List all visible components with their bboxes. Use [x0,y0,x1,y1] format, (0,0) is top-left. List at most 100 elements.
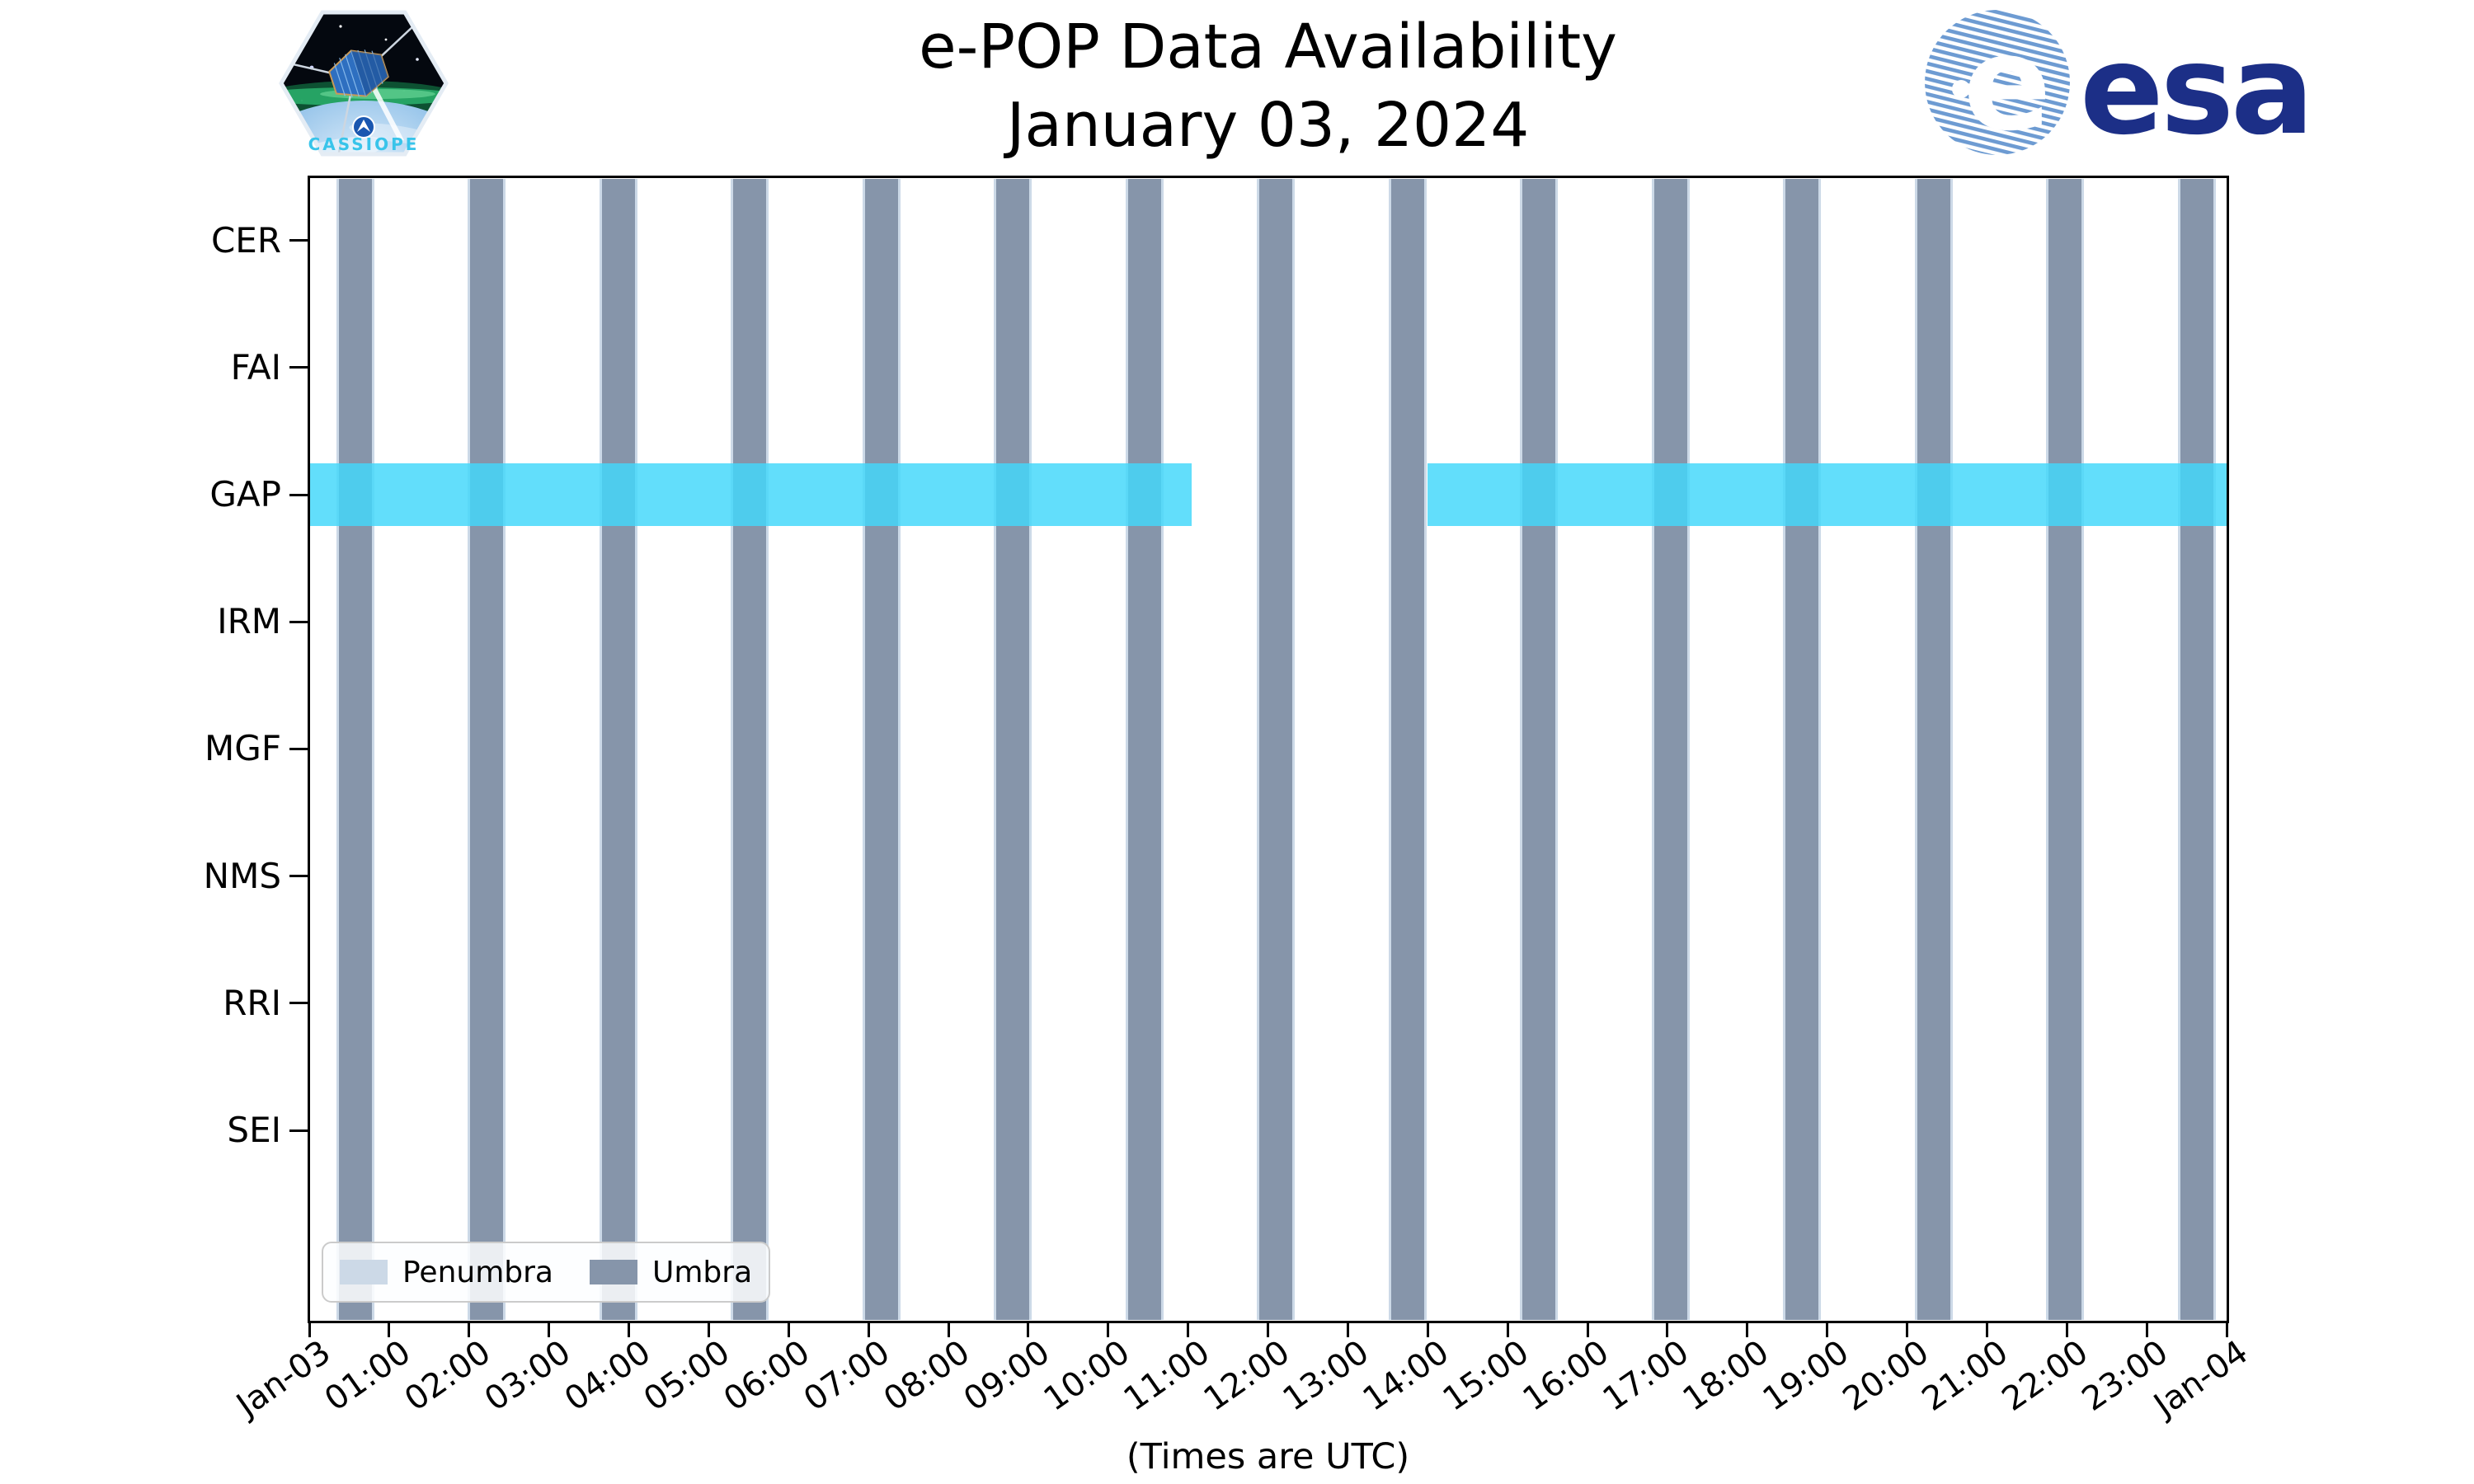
x-tick-label: 07:00 [797,1333,897,1419]
x-tick-label: 17:00 [1596,1333,1696,1419]
x-tick [1426,1322,1429,1337]
availability-bar-gap [1427,463,2227,526]
umbra-bar [1127,179,1161,1320]
chart-title-line1: e-POP Data Availability [919,12,1617,82]
legend-label-penumbra: Penumbra [402,1255,553,1289]
umbra-bar [864,179,898,1320]
esa-wordmark: esa [2080,19,2311,162]
x-tick-label: 11:00 [1117,1333,1217,1419]
legend-label-umbra: Umbra [652,1255,753,1289]
cassiope-mission-patch: CASSIOPE [279,10,449,157]
x-tick [1027,1322,1030,1337]
x-tick-label: 09:00 [957,1333,1057,1419]
legend-item-umbra: Umbra [590,1256,752,1289]
y-tick-label-rri: RRI [223,982,281,1023]
x-tick-label: 21:00 [1915,1333,2015,1419]
legend-item-penumbra: Penumbra [340,1256,553,1289]
umbra-bar [1259,179,1293,1320]
x-tick [2225,1322,2228,1337]
x-tick [468,1322,471,1337]
x-tick [2145,1322,2148,1337]
y-tick [289,366,309,369]
y-tick-label-cer: CER [210,219,281,261]
x-tick-label: 10:00 [1037,1333,1137,1419]
y-tick-label-nms: NMS [203,855,281,896]
x-tick-label: 06:00 [717,1333,817,1419]
x-tick [1746,1322,1749,1337]
x-tick [1187,1322,1190,1337]
x-tick-label: 03:00 [477,1333,578,1419]
x-tick-label: 22:00 [1995,1333,2095,1419]
umbra-swatch [590,1260,637,1284]
x-tick [308,1322,311,1337]
y-tick [289,1129,309,1132]
x-tick-label: 01:00 [317,1333,418,1419]
x-tick [628,1322,630,1337]
x-tick [2065,1322,2068,1337]
umbra-bar [1390,179,1424,1320]
x-tick-label: Jan-04 [2147,1333,2255,1425]
x-tick [388,1322,391,1337]
x-tick [1906,1322,1908,1337]
y-tick [289,747,309,750]
x-tick [1506,1322,1509,1337]
umbra-bar [1653,179,1687,1320]
x-axis-label: (Times are UTC) [1126,1436,1410,1477]
x-tick-label: 18:00 [1676,1333,1776,1419]
y-tick-label-gap: GAP [209,474,281,514]
y-tick-label-irm: IRM [217,601,281,642]
x-tick-label: 19:00 [1756,1333,1856,1419]
x-tick-label: 14:00 [1356,1333,1456,1419]
cassiope-patch-label: CASSIOPE [308,134,420,154]
x-tick [1985,1322,1988,1337]
x-tick [867,1322,870,1337]
umbra-bar [1522,179,1556,1320]
x-tick-label: 13:00 [1276,1333,1376,1419]
y-tick [289,239,309,242]
chart-title-line2: January 03, 2024 [1006,89,1530,161]
umbra-bar [733,179,767,1320]
x-tick-label: Jan-03 [229,1333,338,1425]
umbra-bar [1785,179,1819,1320]
umbra-bar [996,179,1030,1320]
availability-bar-gap [309,463,1192,526]
umbra-bar [338,179,372,1320]
y-tick [289,1002,309,1005]
x-tick-label: 08:00 [877,1333,977,1419]
svg-text:e: e [1963,8,2051,160]
y-tick [289,620,309,623]
x-tick [1267,1322,1269,1337]
x-tick-label: 12:00 [1197,1333,1296,1419]
y-tick-label-fai: FAI [230,346,281,387]
y-tick-label-sei: SEI [227,1110,281,1150]
x-tick [1666,1322,1669,1337]
legend: Penumbra Umbra [322,1242,771,1303]
x-tick [548,1322,551,1337]
penumbra-swatch [340,1260,388,1284]
umbra-bar [2180,179,2213,1320]
umbra-bar [601,179,635,1320]
umbra-bar [1917,179,1950,1320]
x-tick [947,1322,950,1337]
esa-globe-icon: e [1925,8,2070,160]
x-tick-label: 02:00 [397,1333,498,1419]
x-tick-label: 16:00 [1516,1333,1616,1419]
x-tick [707,1322,710,1337]
x-tick-label: 20:00 [1836,1333,1935,1419]
umbra-bar [470,179,504,1320]
x-tick [1826,1322,1829,1337]
x-tick [1107,1322,1110,1337]
x-tick [787,1322,790,1337]
y-tick [289,493,309,496]
esa-logo: e esa [1925,8,2314,162]
chart-title: e-POP Data Availability January 03, 2024 [309,8,2227,164]
x-tick [1346,1322,1349,1337]
y-tick [289,875,309,878]
y-tick-label-mgf: MGF [205,728,281,769]
x-tick-label: 05:00 [637,1333,737,1419]
x-tick-label: 04:00 [557,1333,657,1419]
x-tick [1586,1322,1589,1337]
x-tick-label: 15:00 [1436,1333,1536,1419]
umbra-bar [2048,179,2082,1320]
